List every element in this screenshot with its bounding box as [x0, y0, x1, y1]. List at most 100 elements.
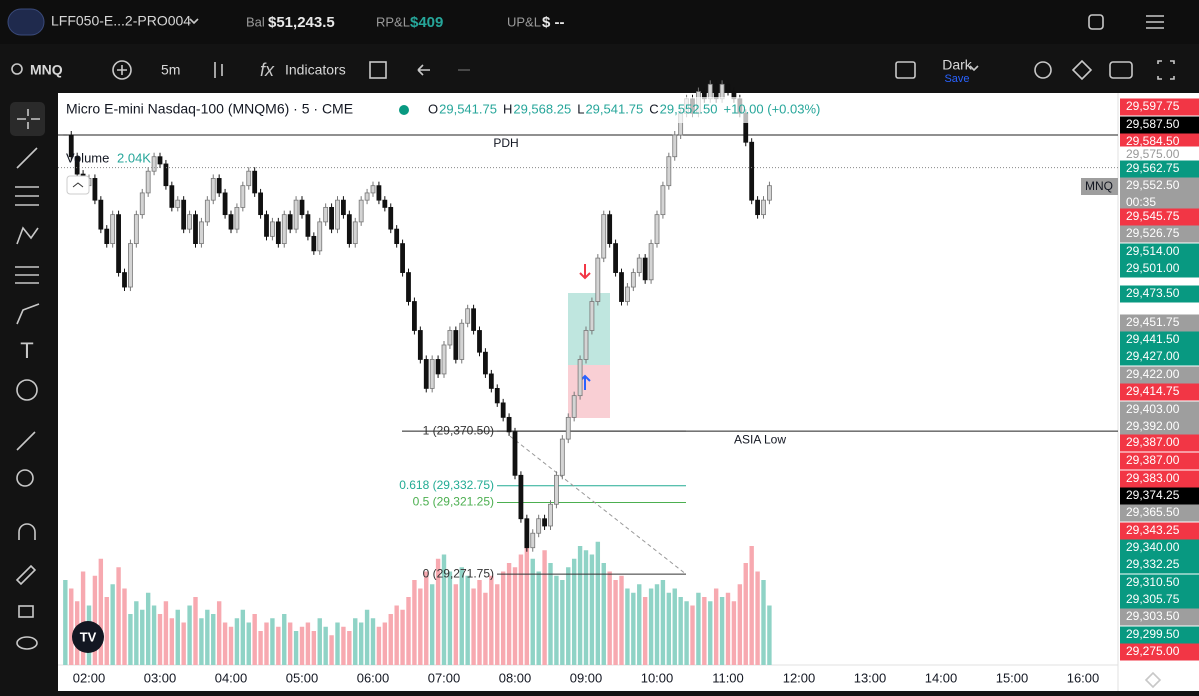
crosshair-tool[interactable]	[17, 109, 40, 129]
magnet-tool[interactable]	[18, 523, 36, 540]
account-name[interactable]: LFF050-E...2-PRO004	[51, 13, 191, 29]
volume-bar	[163, 601, 169, 665]
symbol[interactable]: MNQ	[30, 62, 63, 78]
chart-type[interactable]	[214, 62, 223, 78]
account-dropdown[interactable]	[189, 18, 199, 25]
quick-search[interactable]	[1034, 61, 1052, 79]
collapse-icon	[72, 182, 84, 188]
theme[interactable]: Dark	[942, 57, 973, 73]
candle	[358, 199, 364, 223]
ohlc: O 29,541.75 H 29,568.25 L 29,541.75 C 29,552.50…	[428, 101, 820, 116]
price-label: 29,387.00	[1126, 435, 1180, 449]
fib-tool[interactable]	[15, 186, 39, 206]
candle	[429, 359, 435, 389]
account-logo[interactable]	[7, 8, 45, 36]
interval[interactable]: 5m	[161, 62, 180, 78]
candle	[719, 83, 725, 100]
volume-bar	[465, 575, 470, 665]
fullscreen-box[interactable]	[895, 61, 916, 79]
price-label-bg	[1120, 556, 1199, 574]
maximize[interactable]	[1157, 60, 1175, 80]
volume-bar	[583, 550, 589, 665]
volume-bar	[737, 584, 743, 665]
settings[interactable]	[1071, 59, 1093, 81]
collapse-legend[interactable]	[66, 175, 90, 195]
candle	[193, 214, 198, 245]
candle	[542, 518, 547, 527]
price-label: 29,587.50	[1126, 117, 1180, 131]
candle	[175, 199, 181, 208]
theme-dropdown[interactable]	[969, 65, 979, 72]
candle	[672, 134, 678, 158]
volume-bar	[595, 541, 601, 665]
price-label-bg	[1120, 348, 1199, 366]
tv-logo[interactable]	[72, 621, 104, 653]
volume-bar	[175, 609, 180, 665]
volume-bar	[761, 580, 766, 665]
candle	[666, 156, 672, 187]
candle	[636, 257, 642, 273]
candle	[352, 221, 358, 245]
trendline-tool[interactable]	[16, 147, 38, 169]
volume-bar	[323, 626, 328, 665]
volume-bar	[731, 601, 737, 665]
text-tool[interactable]: T	[20, 338, 33, 363]
measure-tool[interactable]	[16, 431, 36, 451]
undo[interactable]	[417, 64, 430, 76]
axis-settings[interactable]	[1144, 671, 1162, 689]
time-label: 09:00	[570, 670, 603, 685]
price-label-bg	[1120, 285, 1199, 303]
volume-bar	[642, 597, 648, 665]
pattern-tool[interactable]	[16, 226, 39, 245]
candle	[749, 141, 755, 201]
candle	[488, 373, 494, 389]
draw-mode[interactable]	[15, 564, 37, 586]
candle	[400, 243, 405, 273]
save[interactable]: Save	[944, 73, 969, 85]
volume-bar	[743, 563, 748, 665]
volume-bar	[536, 571, 541, 665]
volume-bar	[678, 597, 683, 665]
settings-button[interactable]	[1146, 15, 1164, 29]
lock-tool[interactable]	[18, 605, 34, 618]
volume-bar	[370, 618, 376, 665]
add-symbol[interactable]	[112, 60, 132, 80]
volume-bar	[157, 614, 163, 665]
volume-bar	[341, 626, 346, 665]
candle	[524, 518, 530, 549]
forecast-tool[interactable]	[15, 266, 39, 284]
candle	[104, 228, 110, 245]
volume-bar	[80, 571, 86, 665]
zoom-tool[interactable]	[16, 469, 34, 487]
visibility-tool[interactable]	[16, 636, 38, 650]
volume-bar	[506, 563, 512, 665]
search-icon[interactable]	[11, 63, 23, 75]
candle	[767, 185, 772, 201]
snapshot[interactable]	[1109, 61, 1133, 79]
volume-bar	[293, 631, 299, 665]
volume-bar	[353, 618, 358, 665]
candle	[222, 192, 228, 216]
volume-bar	[276, 626, 281, 665]
fib-label: 1 (29,370.50)	[423, 423, 494, 437]
layout-button[interactable]	[1088, 14, 1104, 30]
candle	[92, 178, 98, 201]
volume-bar	[382, 622, 388, 665]
candle	[98, 199, 104, 230]
volume-bar	[725, 592, 731, 665]
brush-tool[interactable]	[16, 303, 40, 325]
top-bar	[0, 0, 1199, 44]
volume-bar	[63, 580, 68, 665]
templates[interactable]	[369, 61, 387, 79]
volume-bar	[619, 575, 624, 665]
candle	[187, 214, 192, 230]
volume-bar	[530, 558, 535, 665]
candle	[713, 83, 719, 100]
icon-tool[interactable]	[16, 379, 38, 401]
candle	[382, 199, 388, 208]
tool-active[interactable]	[10, 102, 45, 136]
indicators[interactable]: Indicators	[285, 62, 346, 78]
volume-bar	[560, 580, 565, 665]
ohlc-key: H	[503, 101, 512, 116]
volume-bar	[246, 622, 251, 665]
